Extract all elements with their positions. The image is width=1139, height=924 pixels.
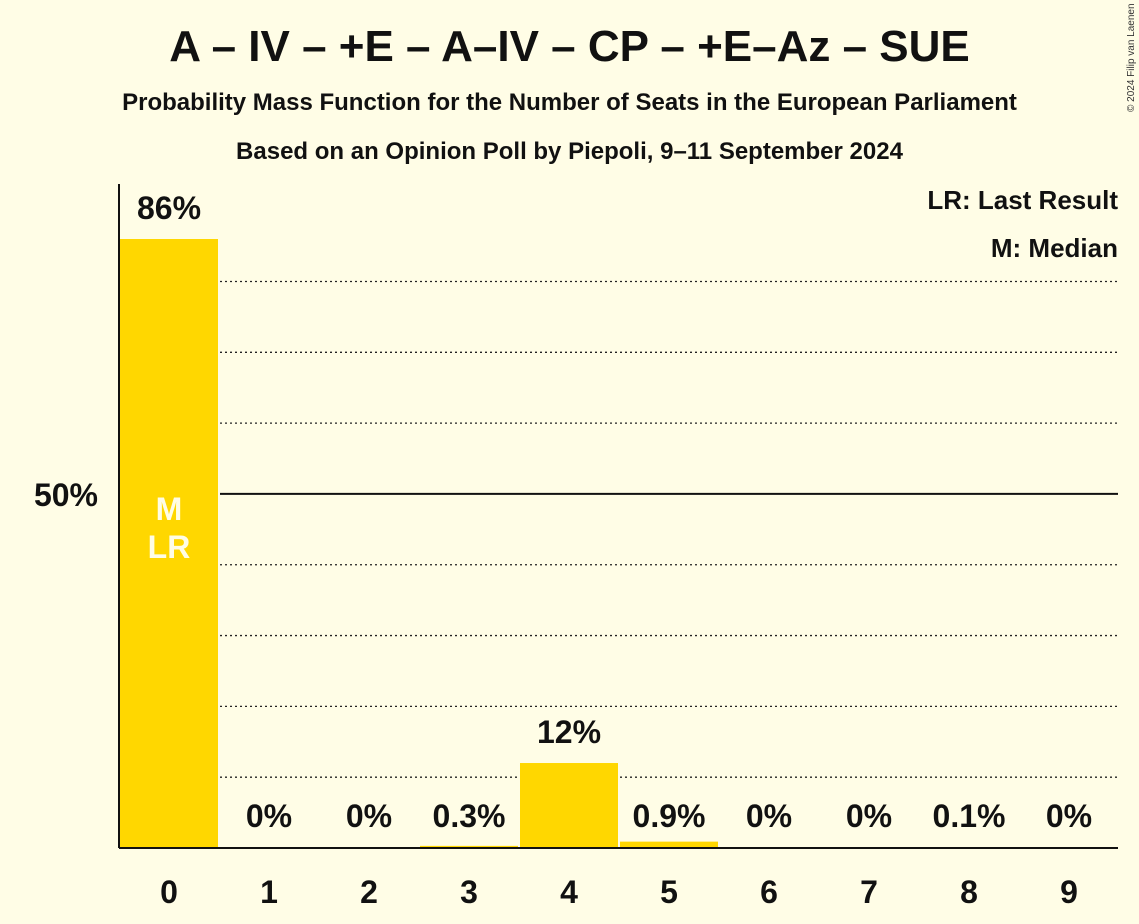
x-tick-label-1: 1 (260, 874, 278, 910)
axes (118, 184, 1118, 849)
data-label-7: 0% (846, 798, 892, 834)
chart-source: Based on an Opinion Poll by Piepoli, 9–1… (236, 138, 903, 165)
data-label-9: 0% (1046, 798, 1092, 834)
data-label-3: 0.3% (433, 798, 506, 834)
data-label-4: 12% (537, 714, 601, 750)
x-tick-label-0: 0 (160, 874, 178, 910)
x-tick-label-6: 6 (760, 874, 778, 910)
bar-5 (620, 841, 718, 848)
last-result-marker: LR (148, 529, 191, 565)
data-label-1: 0% (246, 798, 292, 834)
x-tick-label-2: 2 (360, 874, 378, 910)
x-tick-label-5: 5 (660, 874, 678, 910)
data-label-0: 86% (137, 190, 201, 226)
bar-4 (520, 763, 618, 848)
chart-subtitle: Probability Mass Function for the Number… (122, 89, 1017, 116)
y-tick-label: 50% (34, 477, 98, 513)
x-tick-label-9: 9 (1060, 874, 1078, 910)
gridlines: 50% (34, 280, 1118, 778)
chart-title: A – IV – +E – A–IV – CP – +E–Az – SUE (169, 22, 970, 71)
bar-3 (420, 845, 518, 848)
x-tick-label-7: 7 (860, 874, 878, 910)
bars: 86% 0 0% 1 0% 2 0.3% 3 12% 4 0.9% 5 0% 6 0% 7 0.1% 8 0% 9 ML… (120, 190, 1092, 910)
x-tick-label-4: 4 (560, 874, 578, 910)
x-tick-label-3: 3 (460, 874, 478, 910)
legend-median: M: Median (991, 233, 1118, 263)
data-label-2: 0% (346, 798, 392, 834)
legend-last-result: LR: Last Result (927, 185, 1118, 215)
median-marker: M (156, 491, 183, 527)
data-label-6: 0% (746, 798, 792, 834)
data-label-5: 0.9% (633, 798, 706, 834)
data-label-8: 0.1% (933, 798, 1006, 834)
x-tick-label-8: 8 (960, 874, 978, 910)
bar-0 (120, 239, 218, 848)
